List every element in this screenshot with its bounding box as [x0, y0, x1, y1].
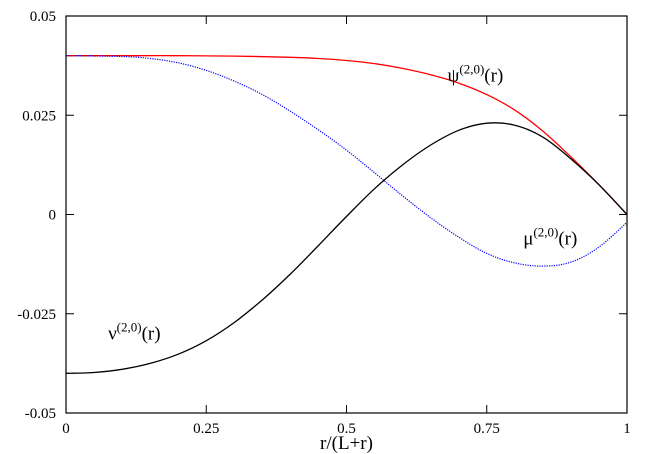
y-tick-label: -0.025 [17, 307, 56, 323]
x-tick-label: 1 [623, 421, 631, 437]
plot-frame [65, 15, 628, 414]
y-tick-label: 0.05 [30, 9, 56, 25]
x-axis-label: r/(L+r) [320, 433, 373, 454]
x-tick-label: 0.5 [337, 421, 356, 437]
y-tick-label: 0 [49, 208, 57, 224]
series-line-2 [65, 122, 628, 374]
y-tick-label: 0.025 [22, 108, 56, 124]
x-tick-label: 0.25 [193, 421, 219, 437]
series-line-1 [65, 55, 628, 267]
series-label-2: ν(2,0)(r) [108, 320, 161, 345]
series-label-1: μ(2,0)(r) [523, 224, 577, 249]
x-tick-label: 0.75 [474, 421, 500, 437]
series-line-0 [66, 55, 628, 215]
series-label-0: ψ(2,0)(r) [447, 62, 503, 87]
tick-label-group: 0 0.25 0.5 0.75 1 -0.05 -0.025 0 0.025 0.05 [17, 9, 631, 437]
tick-group [65, 15, 628, 414]
y-tick-label: -0.05 [25, 406, 56, 422]
x-tick-label: 0 [62, 421, 70, 437]
series-group [65, 55, 628, 374]
series-label-group: ψ(2,0)(r) μ(2,0)(r) ν(2,0)(r) [108, 62, 577, 345]
